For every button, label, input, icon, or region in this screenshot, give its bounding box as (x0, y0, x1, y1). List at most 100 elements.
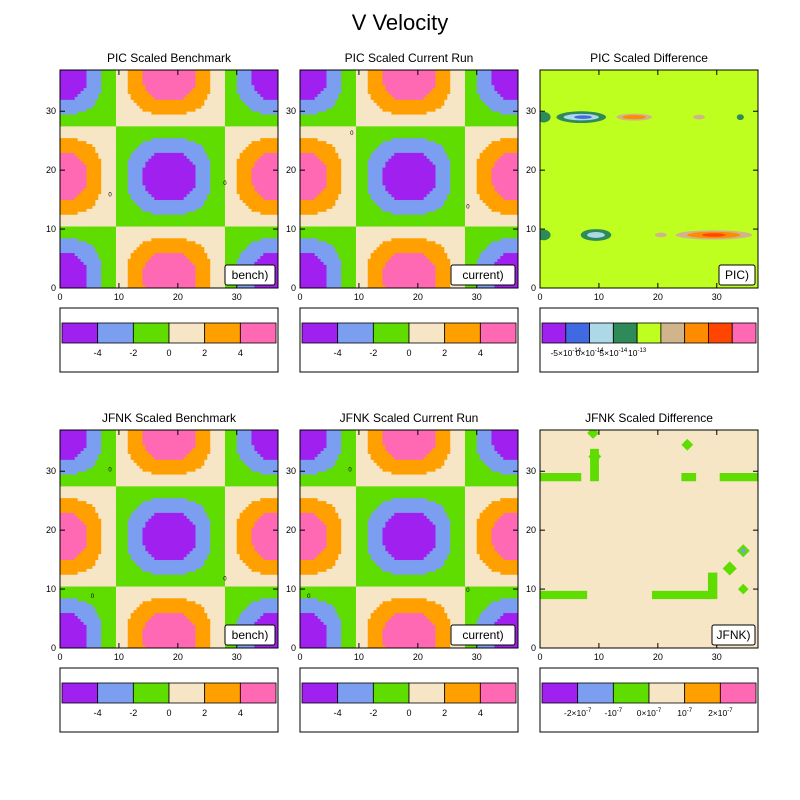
heat-cell (210, 252, 214, 256)
heat-cell (207, 78, 211, 83)
heat-cell (195, 120, 199, 124)
heat-cell (183, 78, 188, 83)
heat-cell (166, 131, 170, 136)
heat-cell (189, 123, 193, 127)
heat-cell (104, 84, 108, 89)
heat-cell (130, 128, 135, 133)
heat-cell (227, 164, 232, 168)
heat-cell (142, 199, 146, 203)
heat-cell (83, 240, 87, 245)
heat-cell (74, 211, 79, 215)
heat-cell (192, 261, 196, 265)
heat-cell (210, 111, 214, 115)
heat-cell (80, 246, 84, 251)
heat-cell (83, 246, 87, 251)
heat-cell (60, 149, 64, 153)
heat-cell (101, 125, 105, 130)
heat-cell (251, 190, 255, 195)
heat-cell (157, 285, 161, 288)
heat-cell (148, 252, 152, 256)
heat-cell (245, 170, 249, 174)
heat-cell (239, 72, 244, 77)
heat-cell (151, 102, 155, 106)
heat-cell (213, 84, 217, 89)
heat-cell (169, 187, 173, 192)
heat-cell (204, 81, 208, 86)
heat-cell (201, 140, 205, 145)
heat-cell (242, 102, 246, 106)
heat-cell (195, 205, 199, 209)
heat-cell (110, 232, 114, 236)
heat-cell (101, 279, 105, 283)
heat-cell (74, 149, 79, 153)
heat-cell (201, 193, 205, 198)
heat-cell (166, 258, 170, 262)
heat-cell (210, 202, 214, 206)
heat-cell (104, 137, 108, 142)
heat-cell (68, 170, 73, 174)
heat-cell (142, 72, 146, 77)
heat-cell (113, 117, 117, 121)
heat-cell (213, 276, 217, 280)
heat-cell (77, 273, 82, 277)
heat-cell (89, 90, 93, 94)
heat-cell (157, 155, 161, 159)
heat-cell (169, 264, 173, 268)
heat-cell (139, 87, 143, 92)
heat-cell (136, 170, 140, 174)
heat-cell (213, 75, 217, 80)
heat-cell (62, 90, 67, 94)
heat-cell (118, 72, 123, 77)
heat-cell (77, 223, 82, 227)
heat-cell (118, 246, 123, 251)
heat-cell (239, 114, 244, 118)
heat-cell (177, 78, 182, 83)
heat-cell (166, 276, 170, 280)
heat-cell (136, 252, 140, 256)
heat-cell (169, 149, 173, 153)
heat-cell (163, 105, 167, 109)
heat-cell (195, 220, 199, 224)
heat-cell (207, 102, 211, 106)
heat-cell (142, 93, 146, 97)
heat-cell (216, 223, 220, 227)
heat-cell (251, 105, 255, 109)
heat-cell (118, 117, 123, 121)
heat-cell (222, 87, 226, 92)
heat-cell (180, 243, 185, 248)
heat-cell (195, 155, 199, 159)
heat-cell (65, 117, 70, 121)
heat-cell (107, 93, 111, 97)
heat-cell (130, 78, 135, 83)
heat-cell (245, 217, 249, 221)
heat-cell (239, 187, 244, 192)
heat-cell (83, 211, 87, 215)
heat-cell (207, 220, 211, 224)
heat-cell (133, 267, 137, 271)
heat-cell (210, 267, 214, 271)
heat-cell (192, 70, 196, 74)
heat-cell (98, 143, 102, 147)
heat-cell (110, 131, 114, 136)
heat-cell (121, 226, 126, 230)
heat-cell (251, 99, 255, 103)
heat-cell (139, 84, 143, 89)
heat-cell (239, 123, 244, 127)
heat-cell (127, 240, 132, 245)
heat-cell (95, 190, 99, 195)
heat-cell (68, 134, 73, 139)
heat-cell (154, 75, 158, 80)
heat-cell (177, 270, 182, 274)
heat-cell (210, 276, 214, 280)
heat-cell (148, 70, 152, 74)
heat-cell (224, 226, 229, 230)
heat-cell (222, 261, 226, 265)
heat-cell (160, 170, 164, 174)
heat-cell (201, 252, 205, 256)
heat-cell (171, 237, 176, 242)
heat-cell (86, 246, 90, 251)
heat-cell (136, 267, 140, 271)
heat-cell (71, 211, 76, 215)
heat-cell (145, 161, 149, 165)
heat-cell (95, 220, 99, 224)
